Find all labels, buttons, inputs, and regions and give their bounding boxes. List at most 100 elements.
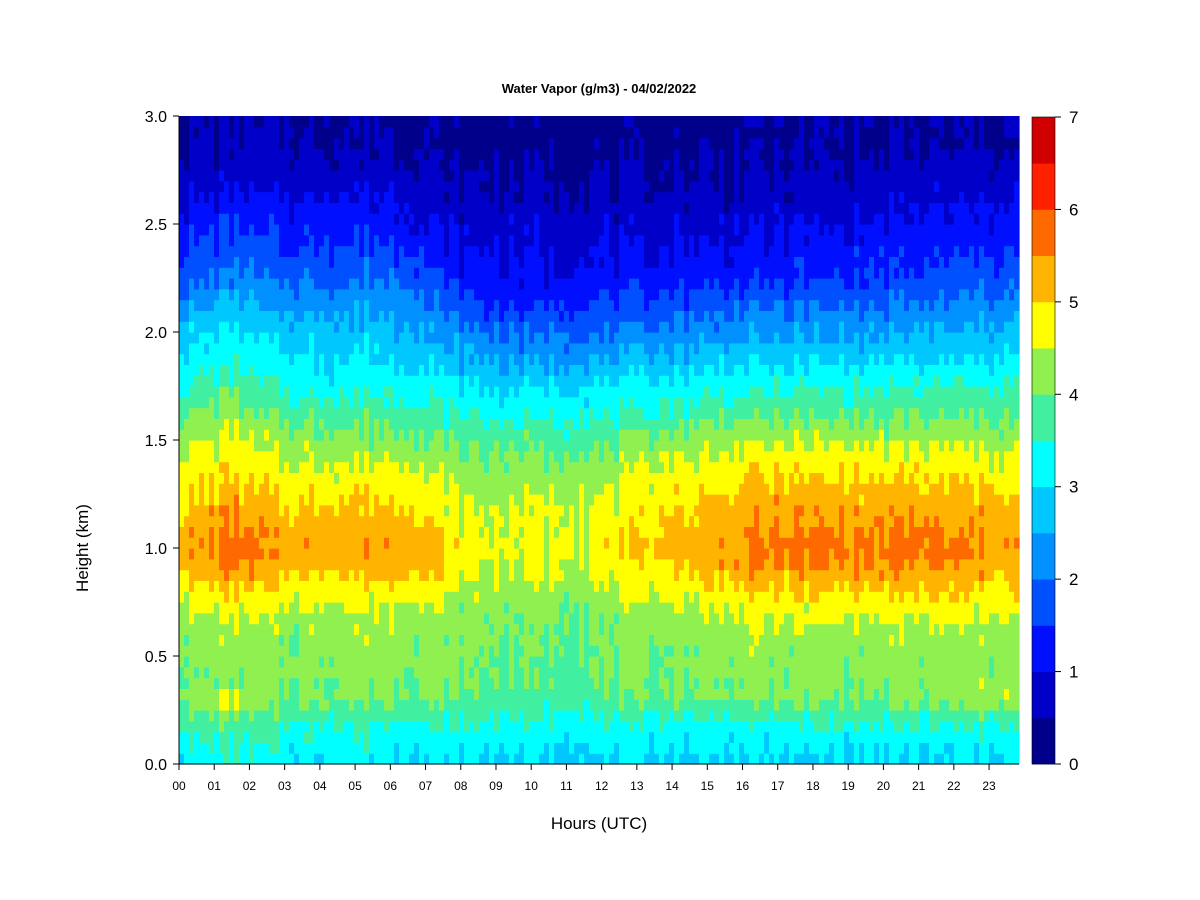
heatmap-cell	[489, 418, 495, 430]
heatmap-cell	[189, 591, 195, 603]
heatmap-cell	[509, 504, 515, 517]
heatmap-cell	[299, 342, 305, 355]
heatmap-cell	[429, 342, 435, 355]
heatmap-cell	[229, 731, 235, 743]
heatmap-cell	[544, 731, 550, 743]
heatmap-cell	[419, 148, 425, 160]
heatmap-cell	[399, 321, 405, 333]
heatmap-cell	[564, 753, 570, 765]
heatmap-cell	[344, 688, 350, 700]
heatmap-cell	[329, 191, 335, 203]
heatmap-cell	[509, 731, 515, 743]
heatmap-cell	[329, 440, 335, 452]
heatmap-cell	[569, 720, 575, 733]
heatmap-cell	[289, 558, 295, 571]
heatmap-cell	[304, 170, 310, 182]
heatmap-cell	[204, 180, 210, 193]
heatmap-cell	[204, 472, 210, 484]
heatmap-cell	[259, 656, 265, 668]
heatmap-cell	[554, 137, 560, 149]
heatmap-cell	[374, 569, 380, 581]
heatmap-cell	[224, 375, 230, 387]
heatmap-cell	[404, 742, 410, 754]
heatmap-cell	[194, 731, 200, 743]
heatmap-cell	[564, 116, 570, 128]
heatmap-cell	[584, 332, 590, 344]
heatmap-cell	[184, 645, 190, 657]
heatmap-cell	[549, 731, 555, 743]
heatmap-cell	[299, 137, 305, 149]
heatmap-cell	[349, 731, 355, 743]
heatmap-cell	[344, 634, 350, 646]
heatmap-cell	[524, 126, 530, 139]
heatmap-cell	[529, 461, 535, 473]
heatmap-cell	[519, 245, 525, 257]
heatmap-cell	[514, 526, 520, 538]
heatmap-cell	[554, 569, 560, 581]
heatmap-cell	[454, 548, 460, 560]
heatmap-cell	[329, 234, 335, 247]
heatmap-cell	[539, 202, 545, 214]
heatmap-cell	[559, 288, 565, 301]
heatmap-cell	[379, 688, 385, 700]
heatmap-cell	[279, 137, 285, 149]
heatmap-cell	[389, 375, 395, 387]
heatmap-cell	[279, 591, 285, 603]
heatmap-cell	[584, 386, 590, 398]
heatmap-cell	[249, 450, 255, 463]
heatmap-cell	[329, 310, 335, 322]
heatmap-cell	[529, 267, 535, 279]
heatmap-cell	[189, 342, 195, 355]
heatmap-cell	[184, 288, 190, 301]
heatmap-cell	[469, 288, 475, 301]
heatmap-cell	[504, 602, 510, 614]
heatmap-cell	[424, 234, 430, 247]
heatmap-cell	[214, 234, 220, 247]
heatmap-cell	[224, 245, 230, 257]
heatmap-cell	[304, 418, 310, 430]
heatmap-cell	[584, 483, 590, 495]
heatmap-cell	[464, 310, 470, 322]
heatmap-cell	[479, 753, 485, 765]
heatmap-cell	[324, 396, 330, 409]
heatmap-cell	[239, 580, 245, 592]
heatmap-cell	[239, 548, 245, 560]
heatmap-cell	[319, 666, 325, 679]
heatmap-cell	[569, 245, 575, 257]
heatmap-cell	[399, 137, 405, 149]
heatmap-cell	[269, 742, 275, 754]
heatmap-cell	[389, 256, 395, 268]
heatmap-cell	[289, 569, 295, 581]
heatmap-cell	[464, 634, 470, 646]
heatmap-cell	[214, 634, 220, 646]
heatmap-cell	[269, 224, 275, 236]
heatmap-cell	[489, 569, 495, 581]
heatmap-cell	[199, 342, 205, 355]
heatmap-cell	[419, 407, 425, 419]
heatmap-cell	[179, 526, 185, 538]
heatmap-cell	[439, 515, 445, 527]
heatmap-cell	[329, 753, 335, 765]
heatmap-cell	[384, 396, 390, 409]
heatmap-cell	[429, 299, 435, 311]
heatmap-cell	[569, 515, 575, 527]
heatmap-cell	[489, 159, 495, 171]
heatmap-cell	[254, 504, 260, 517]
heatmap-cell	[349, 256, 355, 268]
heatmap-cell	[479, 634, 485, 646]
heatmap-cell	[199, 569, 205, 581]
heatmap-cell	[244, 472, 250, 484]
heatmap-cell	[234, 126, 240, 139]
heatmap-cell	[584, 688, 590, 700]
heatmap-cell	[469, 548, 475, 560]
heatmap-cell	[374, 504, 380, 517]
heatmap-cell	[319, 191, 325, 203]
heatmap-cell	[549, 429, 555, 441]
heatmap-cell	[569, 688, 575, 700]
heatmap-cell	[474, 342, 480, 355]
heatmap-cell	[324, 494, 330, 506]
heatmap-cell	[279, 321, 285, 333]
heatmap-cell	[379, 634, 385, 646]
heatmap-cell	[519, 159, 525, 171]
heatmap-cell	[579, 537, 585, 549]
